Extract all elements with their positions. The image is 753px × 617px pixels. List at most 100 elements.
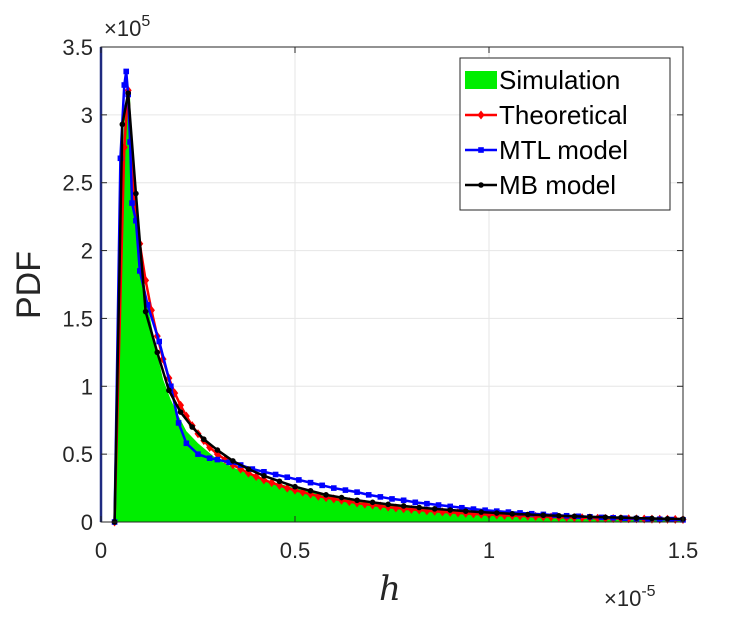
- point-mb-model: [307, 487, 314, 494]
- point-mb-model: [540, 512, 547, 519]
- point-mtl-model: [156, 338, 162, 345]
- y-tick-label: 0.5: [62, 442, 93, 467]
- point-theoretical: [454, 508, 462, 518]
- point-mb-model: [125, 90, 131, 96]
- point-mtl-model: [127, 139, 133, 145]
- point-mb-model: [633, 515, 640, 521]
- point-mb-model: [354, 497, 360, 504]
- point-mb-model: [119, 121, 126, 128]
- point-mb-model: [189, 424, 195, 430]
- point-mb-model: [493, 510, 500, 516]
- point-mtl-model: [261, 468, 267, 475]
- point-mb-model: [509, 511, 516, 517]
- point-mb-model: [166, 387, 172, 394]
- legend-label-mtl-model: MTL model: [499, 135, 628, 165]
- point-mtl-model: [133, 217, 139, 224]
- point-mtl-model: [249, 466, 256, 472]
- point-mb-model: [525, 511, 531, 518]
- point-mtl-model: [517, 510, 523, 516]
- point-mb-model: [276, 478, 283, 485]
- legend-marker-theoretical: [477, 110, 485, 120]
- x-tick-label: 0.5: [280, 538, 311, 563]
- point-mtl-model: [137, 268, 143, 274]
- point-mb-model: [556, 512, 562, 519]
- y-tick-label: 3: [81, 103, 93, 128]
- point-mtl-model: [144, 302, 151, 308]
- legend-label-theoretical: Theoretical: [499, 100, 628, 130]
- point-mtl-model: [447, 503, 453, 510]
- point-mb-model: [245, 466, 252, 472]
- point-mtl-model: [123, 68, 130, 75]
- point-mb-model: [154, 349, 161, 356]
- legend-marker-mb-model: [478, 182, 484, 188]
- point-mb-model: [385, 501, 391, 508]
- point-mb-model: [618, 514, 624, 521]
- legend-label-mb-model: MB model: [499, 170, 616, 200]
- x-tick-label: 1: [483, 538, 495, 563]
- point-mtl-model: [117, 155, 124, 162]
- point-mtl-model: [307, 479, 314, 486]
- point-mb-model: [292, 483, 298, 490]
- point-mb-model: [587, 514, 593, 520]
- y-tick-label: 1.5: [62, 306, 93, 331]
- legend-label-simulation: Simulation: [499, 65, 620, 95]
- x-tick-label: 1.5: [668, 538, 699, 563]
- point-mtl-model: [470, 506, 477, 512]
- point-mtl-model: [354, 489, 360, 495]
- point-mtl-model: [505, 509, 512, 515]
- point-mtl-model: [377, 494, 384, 500]
- point-mtl-model: [459, 504, 465, 511]
- x-axis-label: h: [379, 569, 401, 609]
- point-mtl-model: [435, 502, 442, 508]
- point-mtl-model: [183, 440, 190, 447]
- point-mb-model: [602, 514, 609, 521]
- point-mb-model: [664, 515, 671, 522]
- point-mb-model: [177, 409, 184, 415]
- point-mtl-model: [214, 456, 221, 463]
- point-mb-model: [133, 190, 139, 197]
- y-exponent-label: ×105: [104, 13, 150, 41]
- y-tick-label: 1: [81, 374, 93, 399]
- point-mtl-model: [121, 82, 128, 88]
- point-mtl-model: [412, 499, 419, 506]
- point-mtl-model: [389, 496, 395, 502]
- x-exponent-label: ×10-5: [604, 583, 656, 611]
- point-mb-model: [447, 507, 454, 513]
- point-mb-model: [400, 503, 407, 509]
- point-mb-model: [462, 508, 469, 514]
- point-mb-model: [201, 436, 207, 443]
- point-mtl-model: [168, 383, 174, 390]
- point-mb-model: [369, 499, 376, 506]
- point-mtl-model: [331, 485, 337, 491]
- point-mtl-model: [424, 500, 430, 507]
- y-tick-label: 0: [81, 510, 93, 535]
- y-tick-label: 2.5: [62, 171, 93, 196]
- point-mb-model: [478, 509, 485, 515]
- legend: Simulation Theoretical MTL model MB model: [459, 57, 671, 211]
- point-mtl-model: [296, 477, 302, 483]
- point-mb-model: [338, 494, 345, 501]
- point-mtl-model: [284, 474, 291, 481]
- series-area-simulation: [101, 90, 683, 522]
- axes: 0 0.5 1 1.5 0 0.5 1 1.5 2 2.5 3 3.5: [62, 35, 698, 563]
- point-mtl-model: [175, 420, 182, 426]
- point-mtl-model: [400, 497, 407, 504]
- point-mtl-model: [365, 492, 372, 498]
- point-mb-model: [323, 492, 329, 498]
- point-mb-model: [261, 473, 267, 479]
- point-mb-model: [142, 308, 149, 315]
- point-mb-model: [416, 504, 422, 511]
- point-mtl-model: [342, 487, 349, 493]
- y-tick-label: 2: [81, 239, 93, 264]
- point-mb-model: [214, 447, 221, 453]
- legend-swatch-simulation: [465, 71, 497, 89]
- point-mb-model: [649, 515, 655, 522]
- point-theoretical: [501, 510, 509, 520]
- point-mtl-model: [226, 459, 232, 466]
- point-mtl-model: [129, 200, 135, 206]
- y-tick-label: 3.5: [62, 35, 93, 60]
- plot-area: [101, 68, 687, 527]
- point-mb-model: [431, 506, 438, 512]
- point-mtl-model: [319, 482, 325, 489]
